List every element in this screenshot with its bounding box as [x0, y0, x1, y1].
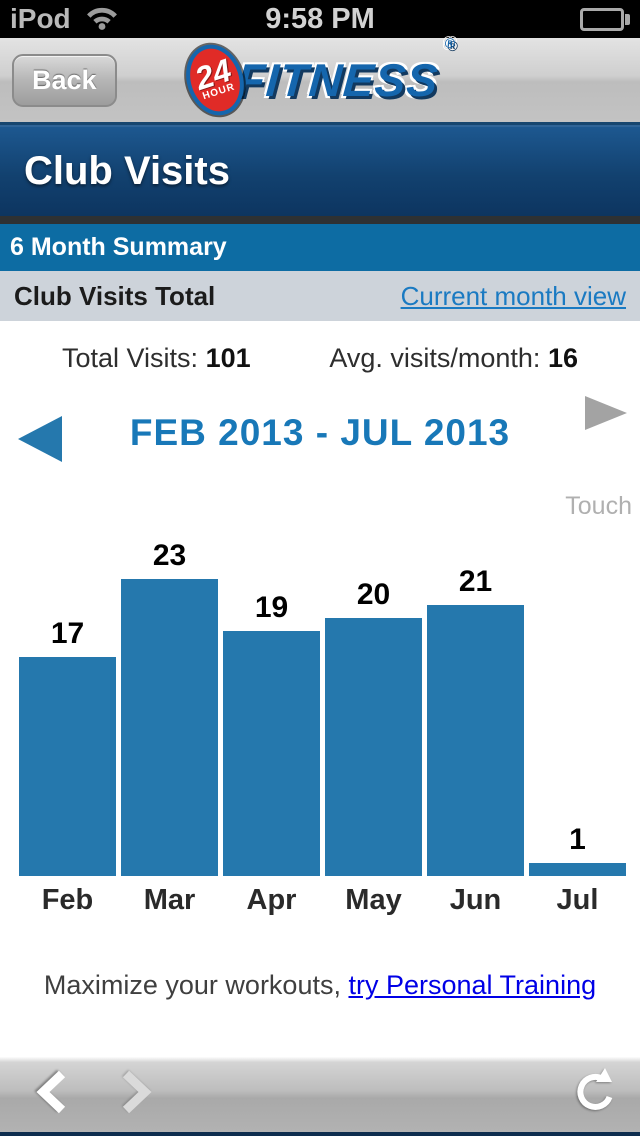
carrier-label: iPod: [10, 3, 71, 34]
bar-month-label: May: [345, 884, 402, 916]
bar-group[interactable]: 21 Jun: [427, 565, 524, 916]
wifi-icon: [85, 5, 119, 36]
stats-row: Total Visits: 101 Avg. visits/month: 16: [0, 343, 640, 374]
subheader-row: Club Visits Total Current month view: [0, 271, 640, 321]
refresh-icon[interactable]: [572, 1068, 618, 1121]
header-divider: [0, 216, 640, 224]
promo-text: Maximize your workouts, try Personal Tra…: [43, 970, 597, 1000]
brand-logo: 24 HOUR FITNESS®: [176, 35, 457, 123]
bar-group[interactable]: 23 Mar: [121, 539, 218, 916]
page-title: Club Visits: [24, 149, 230, 193]
bar-month-label: Apr: [246, 884, 297, 916]
bar-value-label: 19: [254, 591, 289, 624]
navigation-bar: Back 24 HOUR FITNESS®: [0, 35, 640, 125]
registered-mark: ®: [443, 35, 457, 51]
bar[interactable]: [325, 618, 422, 876]
bar[interactable]: [427, 605, 524, 876]
section-title: 6 Month Summary: [10, 233, 227, 261]
period-title: FEB 2013 - JUL 2013: [129, 412, 511, 453]
logo-wordmark: FITNESS®: [234, 35, 457, 106]
bar-month-label: Jun: [449, 884, 502, 916]
avg-visits-value: 16: [547, 343, 578, 373]
bar-month-label: Feb: [41, 884, 94, 916]
bar-group[interactable]: 17 Feb: [19, 617, 116, 916]
avg-visits-stat: Avg. visits/month: 16: [329, 343, 578, 373]
history-back-icon[interactable]: [36, 1069, 68, 1120]
bar-month-label: Mar: [143, 884, 196, 916]
bar-value-label: 21: [458, 565, 493, 598]
bar-month-label: Jul: [556, 884, 599, 916]
chart-bars: 17 Feb 23 Mar 19 Apr 20 May 21 Jun 1 Jul: [0, 539, 640, 916]
total-visits-stat: Total Visits: 101: [62, 343, 251, 373]
bar[interactable]: [223, 631, 320, 876]
section-bar: 6 Month Summary: [0, 224, 640, 271]
period-navigation: FEB 2013 - JUL 2013: [0, 382, 640, 468]
previous-period-arrow-icon[interactable]: [18, 416, 62, 462]
bar-value-label: 1: [569, 823, 586, 856]
back-button[interactable]: Back: [12, 54, 117, 107]
total-visits-value: 101: [205, 343, 251, 373]
bar-group[interactable]: 20 May: [325, 578, 422, 916]
battery-icon: [580, 7, 630, 31]
next-period-arrow-icon[interactable]: [585, 396, 627, 430]
bar-group[interactable]: 1 Jul: [529, 823, 626, 916]
bar[interactable]: [121, 579, 218, 876]
clock: 9:58 PM: [265, 2, 375, 35]
page-header: Club Visits: [0, 125, 640, 216]
history-forward-icon: [120, 1069, 152, 1120]
bar[interactable]: [529, 863, 626, 876]
bar-value-label: 23: [152, 539, 187, 572]
current-month-view-link[interactable]: Current month view: [400, 280, 626, 311]
subheader-title: Club Visits Total: [14, 280, 216, 311]
logo-24hour-badge-icon: 24 HOUR: [176, 37, 253, 123]
personal-training-link[interactable]: try Personal Training: [348, 970, 597, 1000]
bar[interactable]: [19, 657, 116, 876]
browser-toolbar: [0, 1057, 640, 1136]
bar-group[interactable]: 19 Apr: [223, 591, 320, 916]
status-bar: iPod 9:58 PM: [0, 0, 640, 38]
bar-value-label: 17: [50, 617, 85, 650]
bar-value-label: 20: [356, 578, 391, 611]
touch-hint-text: Touch: [565, 492, 632, 520]
